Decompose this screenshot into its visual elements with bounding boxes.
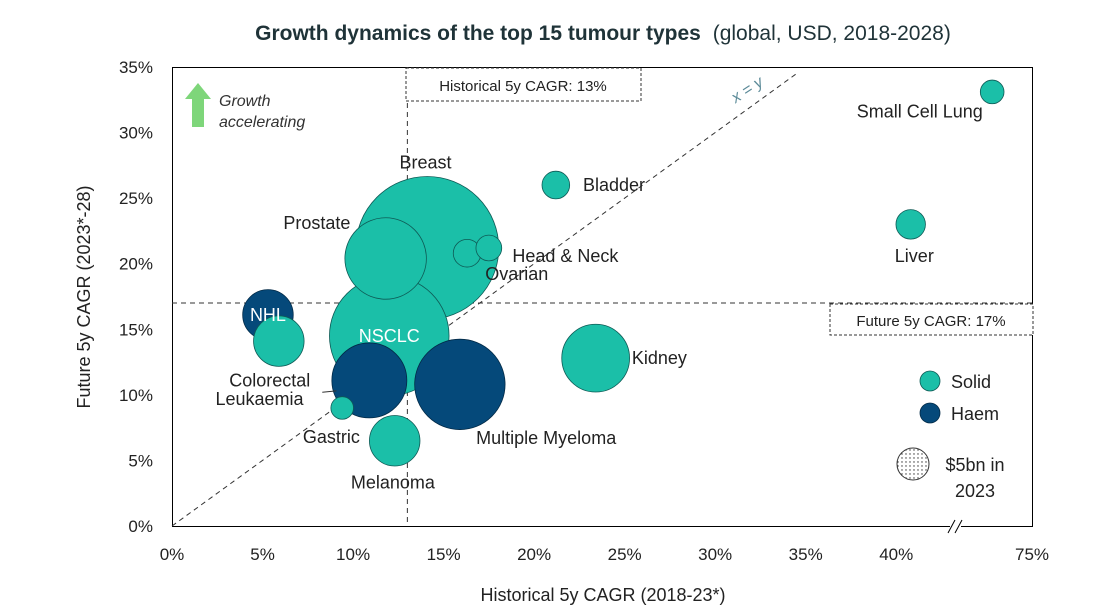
bubble-head-neck xyxy=(475,234,503,262)
x-tick-label: 15% xyxy=(427,545,461,564)
point-label: Kidney xyxy=(632,348,687,368)
y-axis-title: Future 5y CAGR (2023*-28) xyxy=(74,185,94,408)
bubble-leukaemia xyxy=(331,342,408,419)
growth-annotation: Growth accelerating xyxy=(185,83,305,131)
legend-solid-label: Solid xyxy=(951,372,991,392)
y-tick-label: 20% xyxy=(119,255,153,274)
legend-size-label: $5bn in 2023 xyxy=(945,455,1004,501)
point-labels: Breast NSCLC Prostate Kidney Multiple Myelom… xyxy=(215,102,982,493)
point-label: Melanoma xyxy=(351,473,436,493)
bubble-gastric xyxy=(330,396,354,420)
future-label-frame xyxy=(829,303,1034,336)
x-tick-label: 40% xyxy=(879,545,913,564)
x-axis-title: Historical 5y CAGR (2018-23*) xyxy=(480,585,725,605)
x-tick-label: 25% xyxy=(608,545,642,564)
axis-break-mark-2 xyxy=(954,519,963,534)
bubble-prostate xyxy=(344,217,427,300)
y-tick-labels: 0% 5% 10% 15% 20% 25% 30% 35% xyxy=(119,58,153,536)
growth-annotation-text: Growth accelerating xyxy=(219,93,305,131)
bubble-melanoma xyxy=(369,415,421,467)
point-label: Liver xyxy=(895,246,934,266)
chart-title: Growth dynamics of the top 15 tumour typ… xyxy=(255,22,701,45)
chart-title-line: Growth dynamics of the top 15 tumour typ… xyxy=(255,22,951,45)
point-label: Prostate xyxy=(283,213,350,233)
growth-arrow-icon xyxy=(185,83,211,127)
legend-size-swatch xyxy=(896,447,930,481)
future-label-box: Future 5y CAGR: 17% xyxy=(829,303,1034,336)
x-tick-label: 30% xyxy=(698,545,732,564)
x-tick-label: 35% xyxy=(789,545,823,564)
point-label: Head & Neck xyxy=(512,246,619,266)
x-tick-label: 20% xyxy=(517,545,551,564)
legend-haem-swatch xyxy=(919,402,941,424)
point-label: NSCLC xyxy=(359,326,420,346)
bubble-small-cell-lung xyxy=(979,79,1005,105)
point-label: Ovarian xyxy=(485,264,548,284)
historical-label-box: Historical 5y CAGR: 13% xyxy=(405,67,642,102)
y-tick-label: 10% xyxy=(119,386,153,405)
x-tick-label: 5% xyxy=(250,545,275,564)
future-label: Future 5y CAGR: 17% xyxy=(856,313,1005,330)
axis-break-mark-1 xyxy=(947,519,956,534)
historical-label-frame xyxy=(405,67,642,102)
point-label: Small Cell Lung xyxy=(857,102,983,122)
diagonal-label: x = y xyxy=(728,73,768,107)
axis-break-gap xyxy=(950,518,961,534)
y-tick-label: 30% xyxy=(119,124,153,143)
bubbles xyxy=(242,79,1005,467)
leukaemia-leader-line xyxy=(322,390,337,393)
bubble-kidney xyxy=(561,323,630,393)
x-tick-label: 10% xyxy=(336,545,370,564)
x-tick-label: 0% xyxy=(160,545,185,564)
historical-label: Historical 5y CAGR: 13% xyxy=(439,78,607,95)
point-label: Leukaemia xyxy=(215,389,304,409)
y-tick-label: 15% xyxy=(119,320,153,339)
y-tick-label: 0% xyxy=(128,517,153,536)
x-equals-y-line xyxy=(171,73,797,527)
bubble-colorectal xyxy=(253,315,305,367)
x-tick-labels: 0% 5% 10% 15% 20% 25% 30% 35% 40% 75% xyxy=(160,545,1049,564)
bubble-multiple-myeloma xyxy=(414,338,506,430)
point-label: Colorectal xyxy=(229,370,310,390)
y-tick-label: 35% xyxy=(119,58,153,77)
y-tick-label: 25% xyxy=(119,189,153,208)
bubble-bladder xyxy=(541,170,571,200)
legend: Solid Haem $5bn in 2023 xyxy=(896,370,1005,501)
point-label: NHL xyxy=(250,305,286,325)
x-axis-break xyxy=(947,518,963,534)
point-label: Bladder xyxy=(583,175,645,195)
legend-solid-swatch xyxy=(919,370,941,392)
point-label: Gastric xyxy=(303,427,360,447)
point-label: Breast xyxy=(399,153,451,173)
y-tick-label: 5% xyxy=(128,451,153,470)
x-tick-label: 75% xyxy=(1015,545,1049,564)
chart-subtitle: (global, USD, 2018-2028) xyxy=(713,22,951,45)
point-label: Multiple Myeloma xyxy=(476,428,617,448)
legend-haem-label: Haem xyxy=(951,404,999,424)
bubble-liver xyxy=(895,209,926,240)
